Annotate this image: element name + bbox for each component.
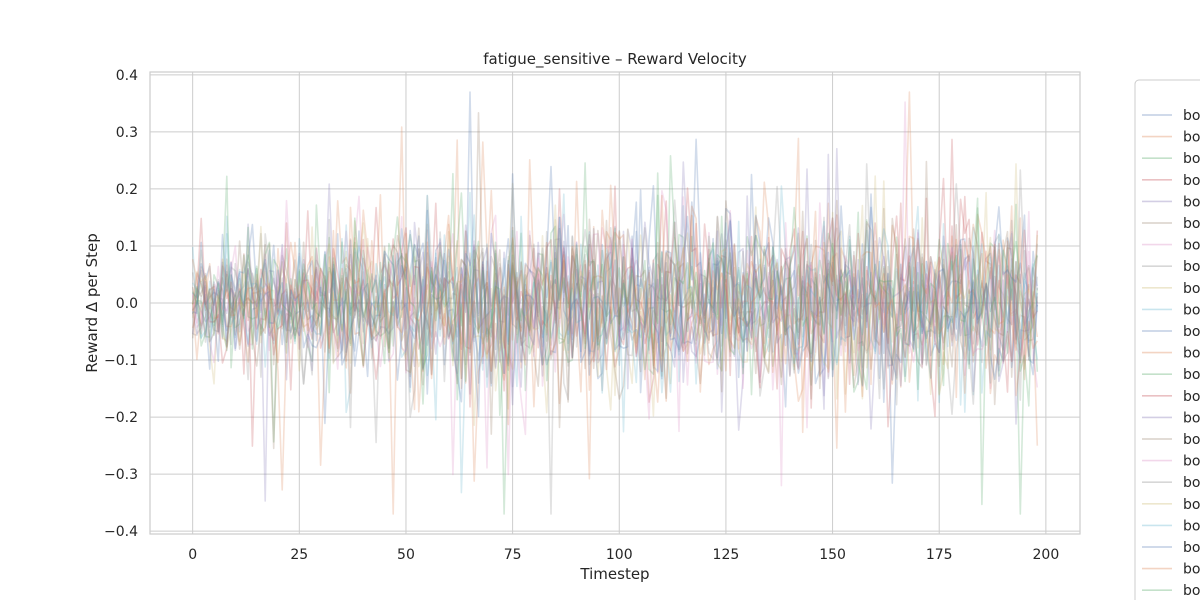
series-line — [191, 155, 1039, 515]
y-tick-label: −0.4 — [104, 524, 138, 540]
legend-label: bo — [1183, 389, 1200, 405]
y-tick-label: 0.4 — [116, 68, 138, 84]
legend-label: bo — [1183, 281, 1200, 297]
grid-lines — [150, 72, 1080, 534]
series-line — [191, 147, 1039, 430]
series-line — [192, 173, 1039, 408]
legend-label: bo — [1183, 562, 1200, 578]
series-line — [192, 138, 1039, 418]
series-line — [192, 91, 1039, 484]
legend: bo bo bo bo bo bo bo bo bo bo bo bo bo bo bo bo bo bo bo bo… — [1134, 79, 1200, 600]
series-line — [191, 163, 1039, 427]
legend-label: bo — [1183, 194, 1200, 210]
legend-label: bo — [1183, 583, 1200, 599]
series-line — [192, 163, 1039, 444]
series-line — [191, 162, 1039, 515]
y-tick-label: 0.1 — [116, 239, 138, 255]
x-tick-label: 175 — [926, 547, 953, 563]
legend-label: bo — [1183, 454, 1200, 470]
x-tick-label: 50 — [397, 547, 415, 563]
y-tick-labels: −0.4 −0.3 −0.2 −0.1 0.0 0.1 0.2 0.3 0.4 — [104, 68, 138, 540]
y-tick-label: −0.2 — [104, 410, 138, 426]
series-line — [191, 138, 1039, 447]
series-line — [191, 159, 1039, 482]
x-tick-label: 75 — [504, 547, 522, 563]
series-line — [191, 101, 1039, 487]
legend-label: bo — [1183, 346, 1200, 362]
series-lines — [191, 91, 1039, 515]
series-line — [191, 91, 1038, 491]
legend-label: bo — [1183, 432, 1200, 448]
legend-label: bo — [1183, 151, 1200, 167]
legend-label: bo — [1183, 540, 1200, 556]
series-line — [191, 190, 1039, 476]
x-tick-label: 200 — [1033, 547, 1060, 563]
series-line — [191, 210, 1039, 450]
chart-title: fatigue_sensitive – Reward Velocity — [483, 50, 747, 69]
legend-label: bo — [1183, 259, 1200, 275]
series-line — [191, 168, 1039, 502]
y-tick-label: 0.2 — [116, 182, 138, 198]
series-line — [191, 112, 1039, 429]
series-line — [191, 185, 1039, 494]
y-tick-label: 0.0 — [116, 296, 138, 312]
legend-label: bo — [1183, 518, 1200, 534]
legend-label: bo — [1183, 497, 1200, 513]
y-axis-label: Reward Δ per Step — [83, 233, 101, 373]
x-axis-label: Timestep — [579, 565, 649, 583]
series-line — [191, 191, 1039, 417]
x-tick-labels: 0 25 50 75 100 125 150 175 200 — [188, 547, 1059, 563]
legend-label: bo — [1183, 302, 1200, 318]
legend-label: bo — [1183, 238, 1200, 254]
legend-label: bo — [1183, 475, 1200, 491]
x-tick-label: 0 — [188, 547, 197, 563]
x-tick-label: 125 — [713, 547, 740, 563]
series-line — [191, 169, 1039, 515]
legend-label: bo — [1183, 410, 1200, 426]
legend-label: bo — [1183, 216, 1200, 232]
legend-label: bo — [1183, 130, 1200, 146]
x-tick-label: 150 — [819, 547, 846, 563]
series-line — [191, 192, 1039, 417]
legend-label: bo — [1183, 173, 1200, 189]
series-line — [191, 191, 1039, 406]
y-tick-label: −0.1 — [104, 353, 138, 369]
y-tick-label: −0.3 — [104, 467, 138, 483]
legend-label: bo — [1183, 324, 1200, 340]
series-line — [191, 126, 1039, 515]
series-line — [191, 187, 1038, 403]
legend-label: bo — [1183, 367, 1200, 383]
legend-label: bo — [1183, 108, 1200, 124]
y-tick-label: 0.3 — [116, 125, 138, 141]
x-tick-label: 100 — [606, 547, 633, 563]
x-tick-label: 25 — [290, 547, 308, 563]
legend-box — [1134, 79, 1200, 600]
